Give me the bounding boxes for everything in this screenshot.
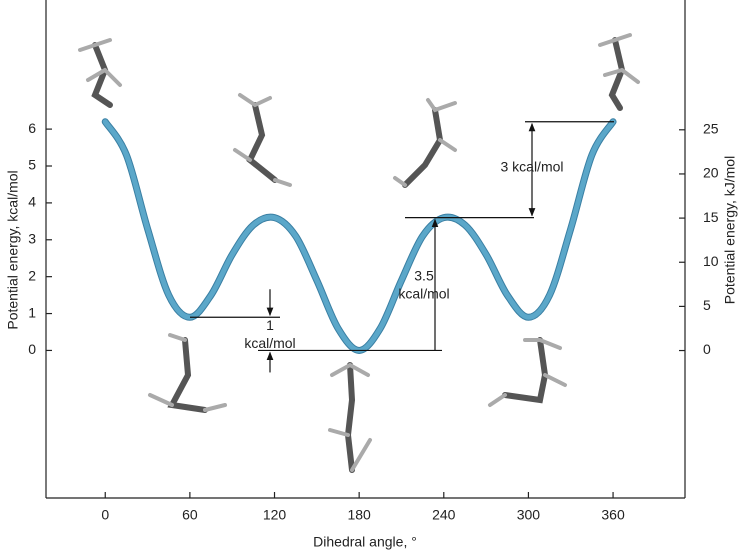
- annotation: 1: [266, 317, 274, 333]
- x-tick-label: 180: [347, 507, 371, 523]
- y-tick-label: 3: [28, 230, 36, 246]
- y-tick-label: 0: [28, 341, 36, 357]
- y-axis-label: Potential energy, kcal/mol: [5, 170, 21, 329]
- annotation: 3.5: [414, 268, 434, 284]
- molecule-sketches: [78, 33, 640, 473]
- y2-tick-label: 5: [703, 297, 711, 313]
- annotation: kcal/mol: [244, 335, 295, 351]
- x-tick-label: 240: [432, 507, 456, 523]
- annotation: kcal/mol: [398, 286, 449, 302]
- y2-tick-label: 25: [703, 121, 719, 137]
- x-axis-label: Dihedral angle, °: [313, 534, 417, 550]
- y-tick-label: 1: [28, 304, 36, 320]
- y2-tick-label: 0: [703, 341, 711, 357]
- x-tick-label: 360: [601, 507, 625, 523]
- y2-axis-label: Potential energy, kJ/mol: [722, 156, 738, 304]
- x-tick-label: 120: [263, 507, 287, 523]
- x-tick-label: 0: [101, 507, 109, 523]
- energy-curve: [102, 119, 616, 353]
- annotation: 3 kcal/mol: [500, 158, 563, 174]
- y-tick-label: 6: [28, 120, 36, 136]
- x-tick-label: 300: [517, 507, 541, 523]
- y2-tick-label: 15: [703, 209, 719, 225]
- y-tick-label: 4: [28, 194, 36, 210]
- y2-tick-label: 10: [703, 253, 719, 269]
- y-tick-label: 2: [28, 267, 36, 283]
- x-tick-label: 60: [182, 507, 198, 523]
- y-tick-label: 5: [28, 157, 36, 173]
- y2-tick-label: 20: [703, 165, 719, 181]
